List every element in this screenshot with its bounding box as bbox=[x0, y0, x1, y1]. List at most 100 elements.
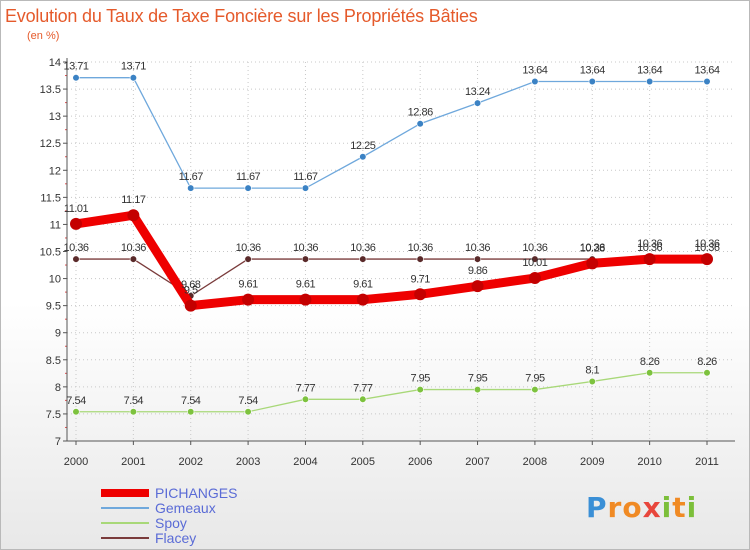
series-flacey-data-label: 10.36 bbox=[465, 242, 490, 254]
y-tick-label: 8.5 bbox=[46, 355, 61, 367]
y-tick-label: 12.5 bbox=[40, 138, 61, 150]
series-flacey-data-label: 10.36 bbox=[408, 242, 433, 254]
series-gemeaux-point bbox=[301, 184, 310, 192]
series-pichanges-data-label: 9.61 bbox=[296, 279, 316, 291]
legend-swatch bbox=[101, 507, 149, 509]
y-tick-label: 10.5 bbox=[40, 247, 61, 259]
series-pichanges-point bbox=[184, 299, 197, 312]
series-flacey-data-label: 10.36 bbox=[522, 242, 547, 254]
series-spoy-data-label: 7.54 bbox=[124, 395, 144, 407]
series-gemeaux-point bbox=[244, 184, 252, 192]
series-flacey-point bbox=[531, 255, 539, 263]
series-pichanges-data-label: 11.01 bbox=[64, 203, 89, 215]
series-pichanges-data-label: 9.86 bbox=[468, 265, 488, 277]
y-tick-label: 10 bbox=[49, 274, 61, 286]
x-tick-label: 2011 bbox=[695, 456, 719, 468]
y-tick-label: 7.5 bbox=[46, 409, 61, 421]
series-flacey-point bbox=[301, 255, 310, 263]
series-gemeaux-data-label: 13.64 bbox=[522, 64, 547, 76]
series-pichanges-point bbox=[127, 209, 140, 222]
series-flacey-point bbox=[416, 255, 424, 263]
series-spoy-data-label: 7.54 bbox=[66, 395, 86, 407]
series-pichanges-point bbox=[471, 280, 484, 293]
x-tick-label: 2009 bbox=[580, 456, 604, 468]
x-tick-label: 2002 bbox=[178, 456, 202, 468]
series-spoy-point bbox=[531, 385, 539, 394]
series-pichanges-data-label: 11.17 bbox=[121, 194, 146, 206]
series-gemeaux-point bbox=[531, 77, 539, 86]
series-gemeaux-point bbox=[588, 77, 596, 86]
series-pichanges-point bbox=[242, 293, 255, 306]
series-pichanges-point bbox=[643, 253, 656, 266]
series-gemeaux-line bbox=[76, 77, 707, 189]
series-gemeaux-data-label: 11.67 bbox=[293, 171, 318, 183]
legend-swatch bbox=[101, 489, 149, 497]
series-spoy-data-label: 8.26 bbox=[697, 356, 717, 368]
series-pichanges-data-label: 9.61 bbox=[353, 279, 373, 291]
legend-label: Spoy bbox=[155, 515, 187, 531]
series-spoy-point bbox=[588, 377, 596, 386]
series-spoy-data-label: 7.54 bbox=[238, 395, 258, 407]
series-pichanges-point bbox=[586, 257, 599, 270]
series-flacey-data-label: 10.36 bbox=[694, 242, 719, 254]
series-pichanges-line bbox=[71, 210, 712, 311]
y-tick-label: 9.5 bbox=[46, 301, 61, 313]
series-flacey-data-label: 10.36 bbox=[236, 242, 261, 254]
y-tick-label: 13.5 bbox=[40, 84, 61, 96]
series-gemeaux-point bbox=[187, 184, 195, 192]
legend-swatch bbox=[101, 537, 149, 539]
logo-letter: P bbox=[586, 491, 608, 524]
x-tick-label: 2008 bbox=[523, 456, 547, 468]
x-tick-label: 2010 bbox=[637, 456, 661, 468]
series-pichanges-point bbox=[299, 293, 312, 306]
x-tick-label: 2000 bbox=[64, 456, 88, 468]
series-spoy-data-label: 7.77 bbox=[296, 382, 316, 394]
x-tick-label: 2001 bbox=[121, 456, 145, 468]
proxiti-logo: Proxiti bbox=[586, 491, 697, 524]
series-gemeaux-data-label: 13.71 bbox=[121, 61, 146, 73]
series-spoy-point bbox=[244, 408, 252, 416]
legend-label: Flacey bbox=[155, 530, 197, 546]
series-spoy-data-label: 8.26 bbox=[640, 356, 660, 368]
series-spoy-data-label: 8.1 bbox=[585, 364, 599, 376]
series-pichanges-data-label: 10.36 bbox=[637, 238, 662, 250]
x-tick-label: 2006 bbox=[408, 456, 432, 468]
series-flacey-point bbox=[473, 255, 482, 263]
series-gemeaux-data-label: 12.86 bbox=[408, 107, 433, 119]
series-spoy-data-label: 7.95 bbox=[525, 373, 545, 385]
series-pichanges-data-label: 9.71 bbox=[410, 273, 430, 285]
series-spoy-data-label: 7.95 bbox=[468, 373, 488, 385]
series-gemeaux-data-label: 13.64 bbox=[580, 64, 605, 76]
series-gemeaux-point bbox=[473, 99, 482, 107]
series-flacey-data-label: 9.68 bbox=[181, 279, 201, 291]
series-spoy-point bbox=[703, 369, 711, 377]
y-tick-label: 8 bbox=[55, 382, 61, 394]
series-pichanges-point bbox=[414, 288, 427, 301]
series-flacey-data-label: 10.36 bbox=[350, 242, 375, 254]
x-tick-label: 2005 bbox=[351, 456, 375, 468]
series-spoy-data-label: 7.95 bbox=[410, 373, 430, 385]
y-tick-label: 14 bbox=[49, 57, 61, 69]
logo-letter: x bbox=[642, 491, 662, 524]
series-pichanges-point bbox=[701, 253, 713, 266]
series-spoy-point bbox=[301, 395, 310, 403]
legend-label: PICHANGES bbox=[155, 485, 238, 501]
logo-letter: o bbox=[622, 491, 643, 524]
series-gemeaux-data-label: 12.25 bbox=[350, 140, 375, 152]
series-spoy-point bbox=[646, 369, 654, 377]
series-pichanges-point bbox=[70, 217, 82, 230]
series-pichanges-point bbox=[356, 293, 369, 306]
series-flacey-data-label: 10.36 bbox=[63, 242, 88, 254]
series-flacey-point bbox=[359, 255, 367, 263]
series-pichanges-data-label: 10.01 bbox=[522, 257, 547, 269]
legend-swatch bbox=[101, 522, 149, 524]
series-gemeaux-data-label: 11.67 bbox=[179, 171, 204, 183]
series-spoy-point bbox=[359, 395, 367, 403]
y-tick-label: 11 bbox=[50, 219, 61, 231]
x-tick-label: 2003 bbox=[236, 456, 260, 468]
series-spoy-point bbox=[129, 408, 137, 416]
chart-title: Evolution du Taux de Taxe Foncière sur l… bbox=[5, 6, 478, 26]
series-spoy-point bbox=[72, 408, 80, 416]
